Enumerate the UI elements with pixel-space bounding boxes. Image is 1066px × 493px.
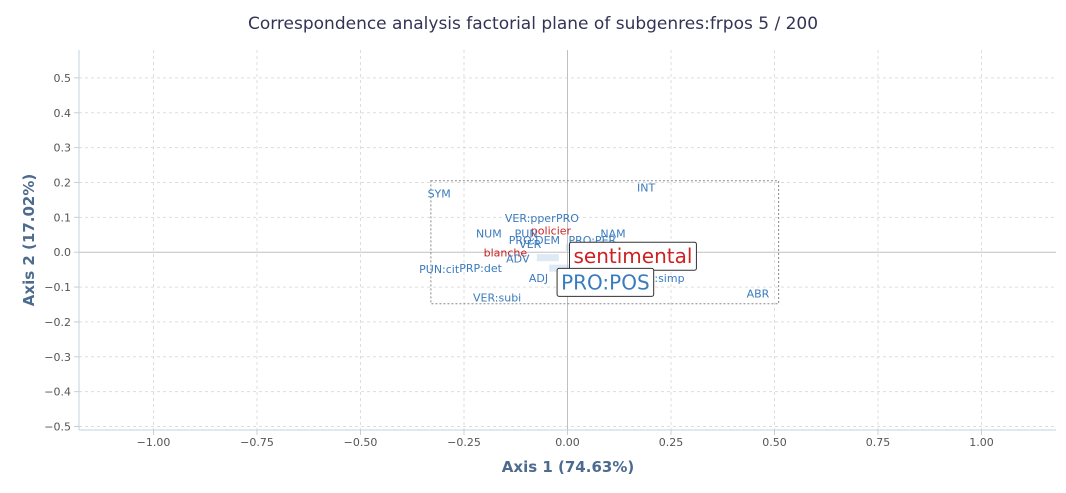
chart-title: Correspondence analysis factorial plane …	[248, 14, 818, 34]
y-axis-title: Axis 2 (17.02%)	[20, 174, 38, 306]
overlap-label-mark	[536, 254, 559, 262]
highlighted-label[interactable]: PRO:POS	[556, 267, 655, 297]
point-label: SYM	[428, 188, 451, 201]
y-tick-label: 0.1	[54, 211, 72, 224]
point-label: ABR	[747, 287, 770, 300]
x-tick-label: 0.25	[659, 436, 684, 449]
point-label: VER	[519, 238, 541, 251]
y-tick-label: −0.5	[44, 421, 71, 434]
point-label: VER:pper	[505, 212, 556, 225]
y-tick-label: 0.4	[54, 107, 72, 120]
point-label: policier	[531, 225, 572, 238]
y-tick-label: −0.3	[44, 351, 71, 364]
y-tick-label: 0.3	[54, 142, 72, 155]
grid	[79, 50, 1056, 430]
point-label: INT	[637, 181, 655, 194]
highlighted-label-box	[556, 267, 655, 297]
y-tick-label: 0.5	[54, 72, 72, 85]
y-tick-label: −0.4	[44, 386, 71, 399]
x-tick-label: 0.75	[866, 436, 891, 449]
x-axis-title: Axis 1 (74.63%)	[502, 458, 634, 476]
x-tick-label: −0.25	[447, 436, 481, 449]
zoom-rectangle	[430, 180, 780, 305]
x-tick-label: 0.00	[555, 436, 580, 449]
point-label: ADV	[506, 252, 530, 265]
point-label: PRO	[556, 212, 579, 225]
zoom-box	[430, 180, 780, 305]
x-tick-label: 1.00	[969, 436, 994, 449]
point-label: VER:subi	[473, 292, 521, 305]
point-label: blanche	[484, 247, 528, 260]
point-label: NUM	[476, 227, 502, 240]
point-label: PRP:det	[459, 262, 502, 275]
x-axis-ticks: −1.00 −0.75 −0.50 −0.25 0.00 0.25 0.50 0.75 1.00	[137, 430, 994, 449]
y-tick-label: 0.0	[54, 246, 72, 259]
x-tick-label: −0.75	[240, 436, 274, 449]
x-tick-label: 0.50	[762, 436, 787, 449]
y-tick-label: 0.2	[54, 176, 72, 189]
highlighted-label-text: sentimental	[574, 244, 693, 268]
highlighted-label-text: PRO:POS	[561, 270, 650, 294]
y-tick-label: −0.2	[44, 316, 71, 329]
point-label: PUN	[515, 227, 538, 240]
y-tick-label: −0.1	[44, 281, 71, 294]
x-tick-label: −0.50	[344, 436, 378, 449]
point-label: PRO:DEM	[509, 234, 560, 247]
point-label: PUN:cit	[419, 263, 460, 276]
point-label: ADJ	[529, 272, 548, 285]
x-tick-label: −1.00	[137, 436, 171, 449]
point-label: NAM	[600, 227, 625, 240]
y-axis-ticks: 0.5 0.4 0.3 0.2 0.1 0.0 −0.1 −0.2 −0.3 −0.4 −0.5	[44, 72, 79, 434]
highlighted-label[interactable]: sentimental	[569, 241, 697, 271]
